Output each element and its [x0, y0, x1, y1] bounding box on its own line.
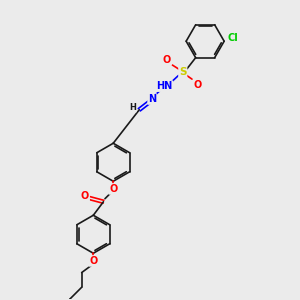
Text: S: S	[179, 68, 187, 77]
Text: HN: HN	[156, 81, 172, 91]
Text: Cl: Cl	[227, 32, 238, 43]
Text: O: O	[89, 256, 98, 266]
Text: O: O	[163, 55, 171, 64]
Text: N: N	[148, 94, 156, 104]
Text: O: O	[109, 184, 117, 194]
Text: O: O	[194, 80, 202, 90]
Text: H: H	[129, 103, 136, 112]
Text: O: O	[81, 191, 89, 201]
